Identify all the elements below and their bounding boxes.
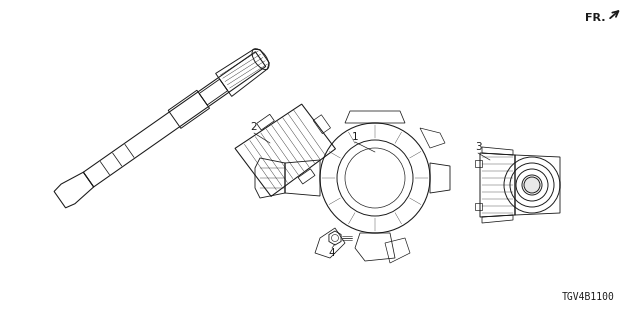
Text: 2: 2	[251, 122, 257, 132]
Text: 4: 4	[329, 248, 335, 258]
Circle shape	[524, 177, 540, 193]
Text: 1: 1	[352, 132, 358, 142]
Text: TGV4B1100: TGV4B1100	[562, 292, 615, 302]
Text: FR.: FR.	[585, 13, 605, 23]
Text: 3: 3	[475, 142, 481, 152]
